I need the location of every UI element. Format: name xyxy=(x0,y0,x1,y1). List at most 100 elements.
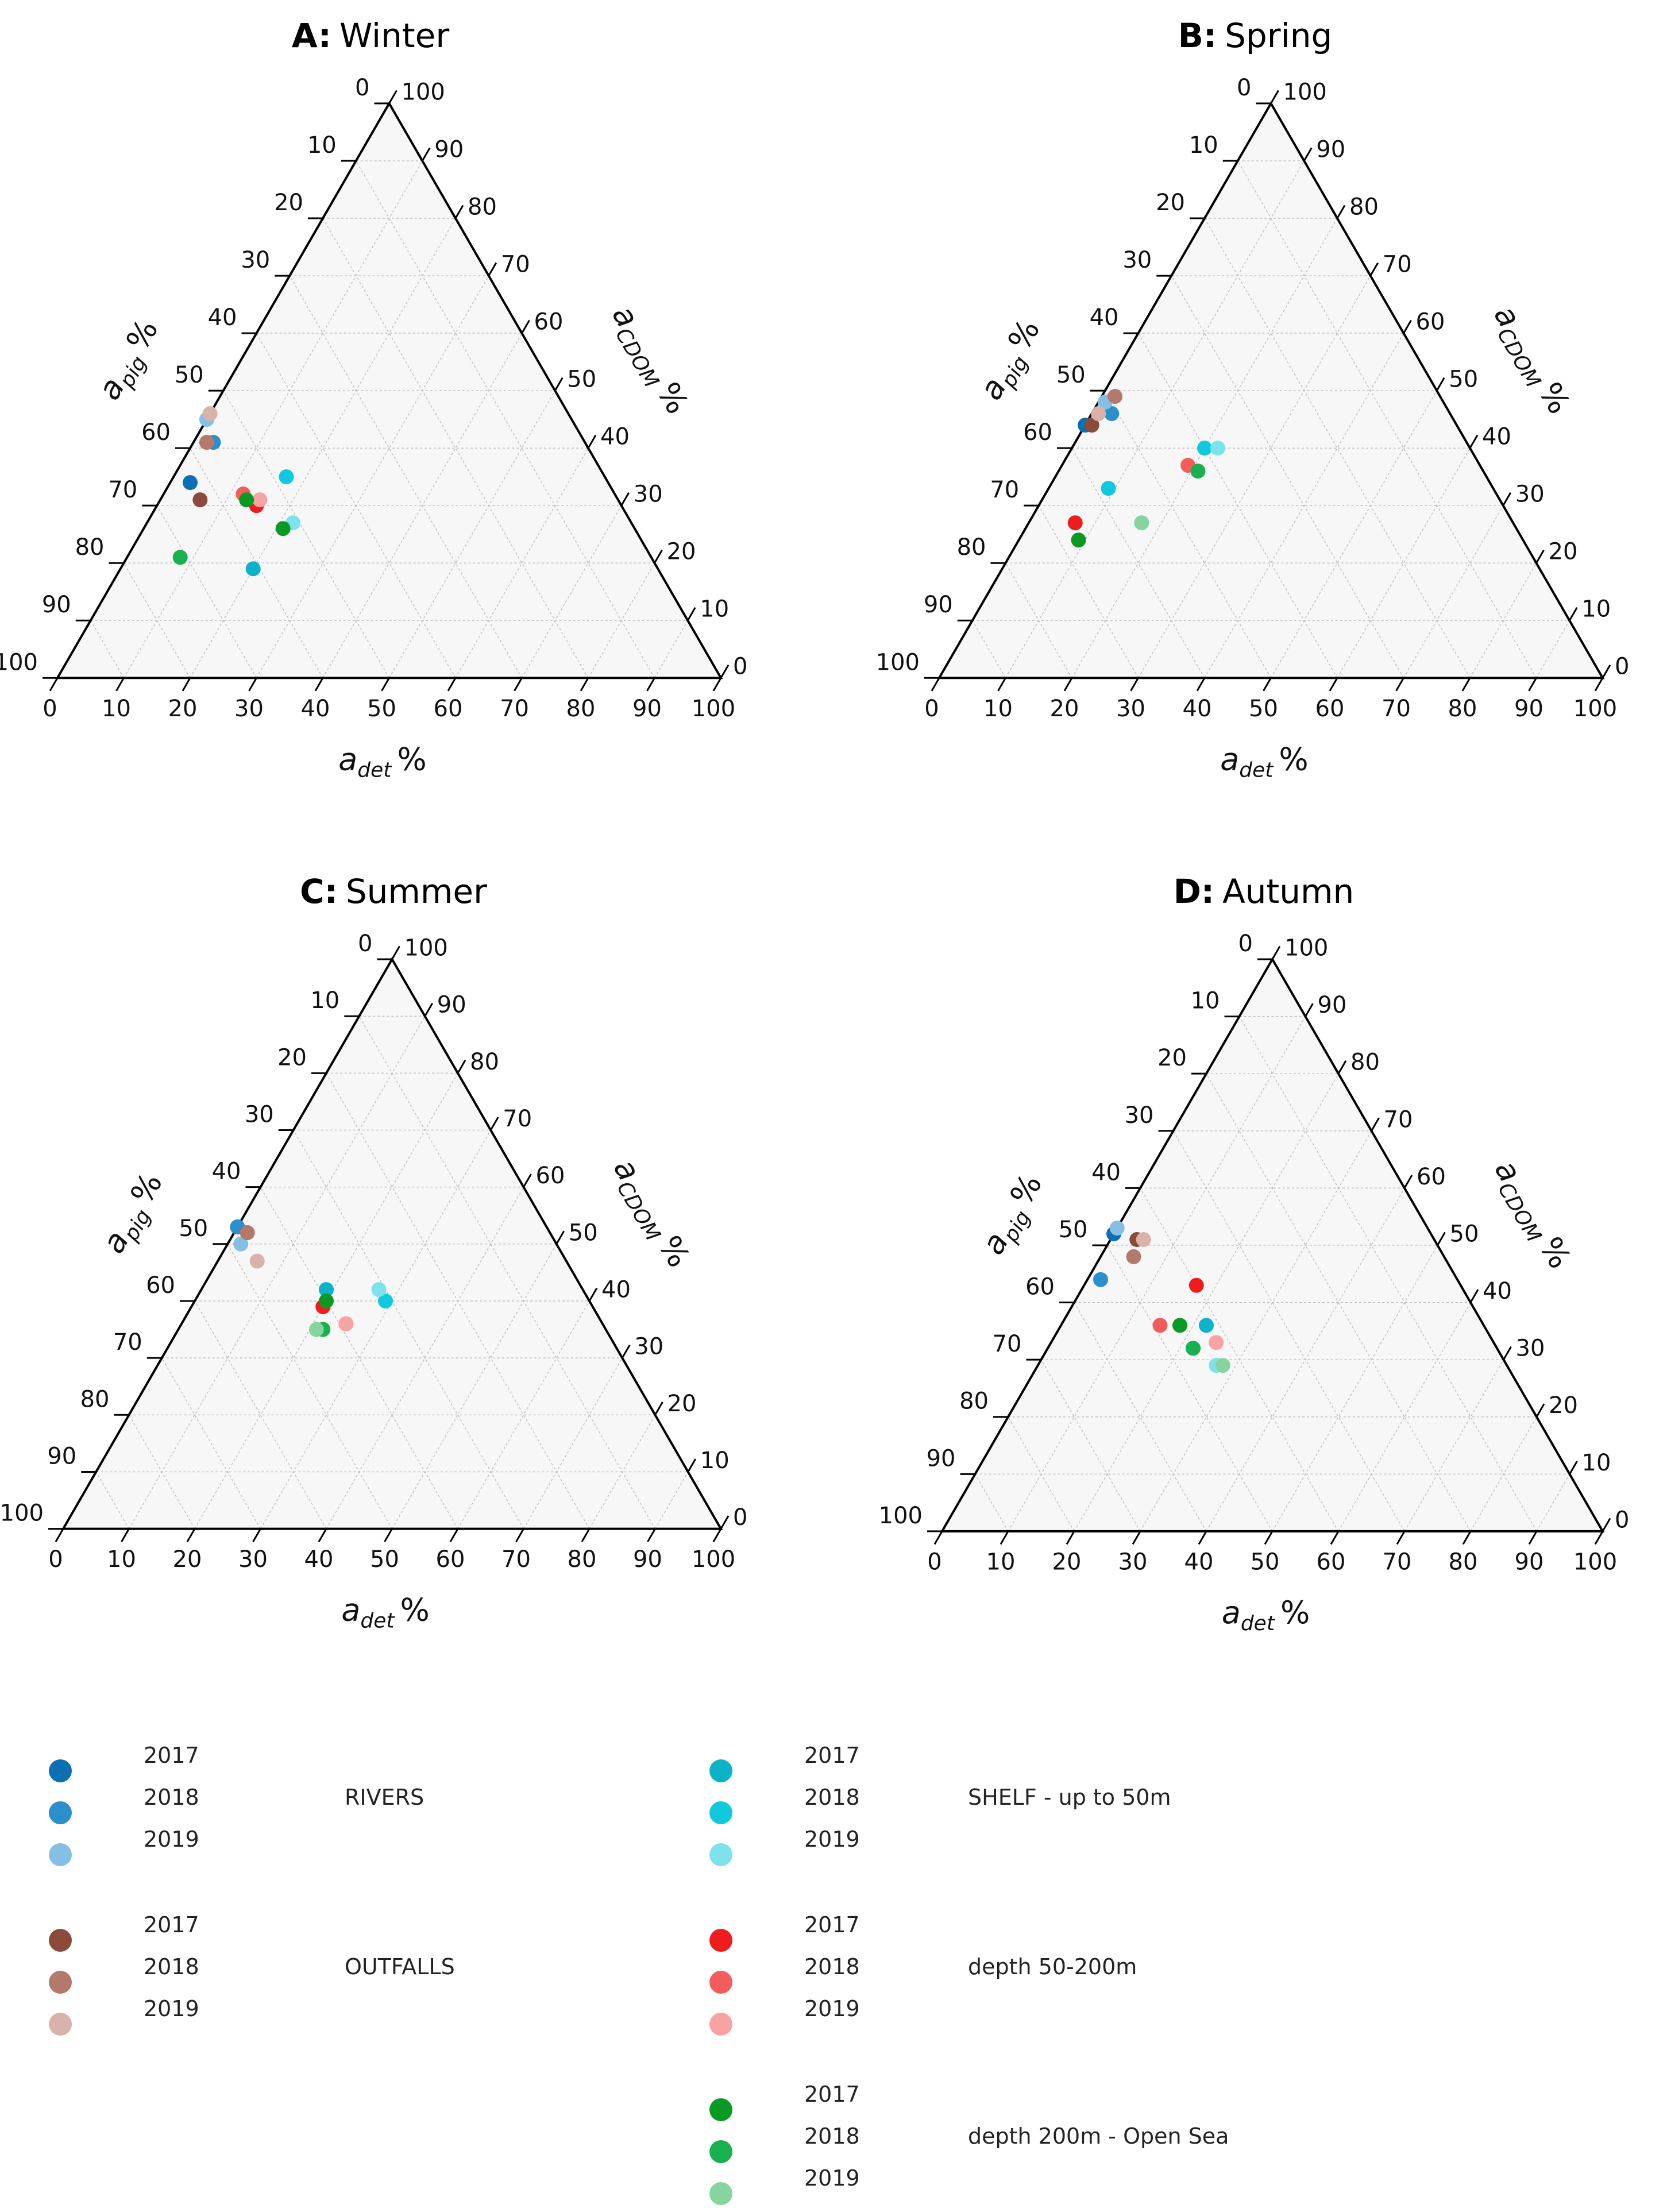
panel-a: A: Winter 0 0 0 10 10 10 20 20 20 30 30 30 40 40 40 50 50 5… xyxy=(0,16,747,782)
legend-year: 2019 xyxy=(144,1996,199,2021)
data-point xyxy=(371,1282,387,1298)
tick-label-cdom: 70 xyxy=(1383,252,1412,278)
tick-label-cdom: 10 xyxy=(700,1447,730,1474)
tick-label-det: 20 xyxy=(168,696,198,722)
gridline xyxy=(1237,160,1537,678)
tick-label-cdom: 80 xyxy=(468,194,497,221)
tick-label-cdom: 70 xyxy=(1384,1106,1413,1133)
tick-label-det: 10 xyxy=(107,1546,136,1573)
legend-year: 2019 xyxy=(804,1996,860,2021)
tick-label-pig: 90 xyxy=(924,592,953,618)
tick-label-det: 90 xyxy=(1514,696,1543,722)
gridline xyxy=(1535,620,1570,678)
data-point xyxy=(1215,1358,1230,1373)
tick-label-det: 50 xyxy=(1249,696,1278,722)
axis-label-cdom: aCDOM% xyxy=(601,299,696,422)
gridline xyxy=(1204,218,1471,678)
tick-mark xyxy=(555,1230,565,1245)
gridline xyxy=(1337,447,1471,678)
tick-mark xyxy=(1535,1403,1545,1418)
tick-mark xyxy=(1436,377,1445,391)
axis-label-det: adet% xyxy=(1220,741,1309,782)
tick-mark xyxy=(457,1060,466,1074)
tick-label-cdom: 60 xyxy=(536,1163,565,1189)
panel-d: D: Autumn 0 0 0 10 10 10 20 20 20 30 30 30 40 40 40 50 50 5… xyxy=(879,872,1630,1635)
gridline xyxy=(1005,160,1305,678)
tick-label-pig: 80 xyxy=(80,1386,110,1412)
tick-mark xyxy=(1337,1060,1347,1074)
data-point xyxy=(233,1236,249,1252)
gridlines xyxy=(972,160,1570,678)
tick-label-det: 70 xyxy=(500,696,529,722)
tick-label-cdom: 50 xyxy=(1449,366,1478,393)
data-point xyxy=(1136,1232,1151,1248)
gridline xyxy=(588,562,655,678)
tick-mark xyxy=(1371,1117,1380,1132)
legend-group-name: RIVERS xyxy=(345,1785,424,1810)
data-point xyxy=(183,475,198,491)
gridline xyxy=(589,1414,656,1529)
tick-mark xyxy=(1395,677,1404,692)
gridline xyxy=(293,1130,524,1529)
data-points xyxy=(1067,389,1226,548)
gridline xyxy=(1140,1130,1372,1532)
tick-label-pig: 90 xyxy=(42,592,71,618)
gridline xyxy=(654,1472,689,1529)
tick-mark xyxy=(115,677,125,692)
tick-label-det: 0 xyxy=(43,696,57,722)
gridline xyxy=(523,1357,623,1529)
axis-label-det: adet% xyxy=(1222,1595,1310,1635)
gridline xyxy=(90,620,125,678)
tick-label-pig: 30 xyxy=(241,247,270,273)
legend-swatch xyxy=(49,1843,72,1866)
tick-label-pig: 60 xyxy=(141,419,171,446)
gridline xyxy=(974,1473,1009,1532)
legend-group-name: depth 50-200m xyxy=(968,1954,1137,1979)
panel-b: B: Spring 0 0 0 10 10 10 20 20 20 30 30 30 40 40 40 50 50 5… xyxy=(876,16,1630,782)
tick-label-pig: 50 xyxy=(179,1215,208,1242)
legend-year: 2019 xyxy=(144,1827,199,1852)
tick-label-det: 90 xyxy=(633,1546,662,1573)
tick-mark xyxy=(1602,1518,1611,1532)
data-point xyxy=(192,492,208,508)
data-point xyxy=(1093,1272,1108,1287)
legend-group: 2017 2018 2019 SHELF - up to 50m xyxy=(709,1743,1171,1866)
tick-mark xyxy=(1369,262,1379,276)
tick-mark xyxy=(449,1528,459,1542)
tick-label-det: 20 xyxy=(1052,1549,1082,1575)
panel-title: C: Summer xyxy=(300,872,487,911)
tick-label-pig: 100 xyxy=(0,1500,44,1527)
tick-mark xyxy=(687,1458,697,1473)
panel-letter: D: xyxy=(1174,872,1214,911)
tick-mark xyxy=(1503,1346,1512,1360)
tick-label-det: 60 xyxy=(434,696,463,722)
legend-year: 2018 xyxy=(804,2124,860,2149)
tick-mark xyxy=(1403,319,1412,334)
tick-mark xyxy=(314,677,324,692)
tick-label-det: 100 xyxy=(692,696,735,722)
panel-season: Winter xyxy=(339,16,449,55)
data-point xyxy=(1186,1341,1201,1356)
tick-mark xyxy=(1594,677,1604,692)
tick-mark xyxy=(381,677,390,692)
tick-label-pig: 100 xyxy=(0,649,38,675)
gridline xyxy=(123,160,423,678)
legend-swatch xyxy=(49,1759,72,1782)
tick-mark xyxy=(654,549,663,563)
legend-swatch xyxy=(709,1759,732,1782)
tick-label-cdom: 30 xyxy=(634,481,663,508)
tick-mark xyxy=(1132,1531,1141,1545)
tick-mark xyxy=(1528,1531,1538,1545)
tick-mark xyxy=(1594,1531,1604,1545)
data-point xyxy=(1104,406,1120,422)
panel-c: C: Summer 0 0 0 10 10 10 20 20 20 30 30 30 40 40 40 50 50 5… xyxy=(0,872,747,1633)
tick-mark xyxy=(1602,664,1611,679)
tick-label-cdom: 70 xyxy=(501,252,530,278)
tick-label-cdom: 80 xyxy=(1350,1049,1380,1076)
tick-mark xyxy=(454,204,464,219)
legend-swatch xyxy=(709,2013,732,2036)
data-point xyxy=(275,521,291,536)
legend-year: 2018 xyxy=(804,1954,860,1979)
tick-mark xyxy=(1403,1175,1413,1189)
tick-mark xyxy=(521,319,530,334)
